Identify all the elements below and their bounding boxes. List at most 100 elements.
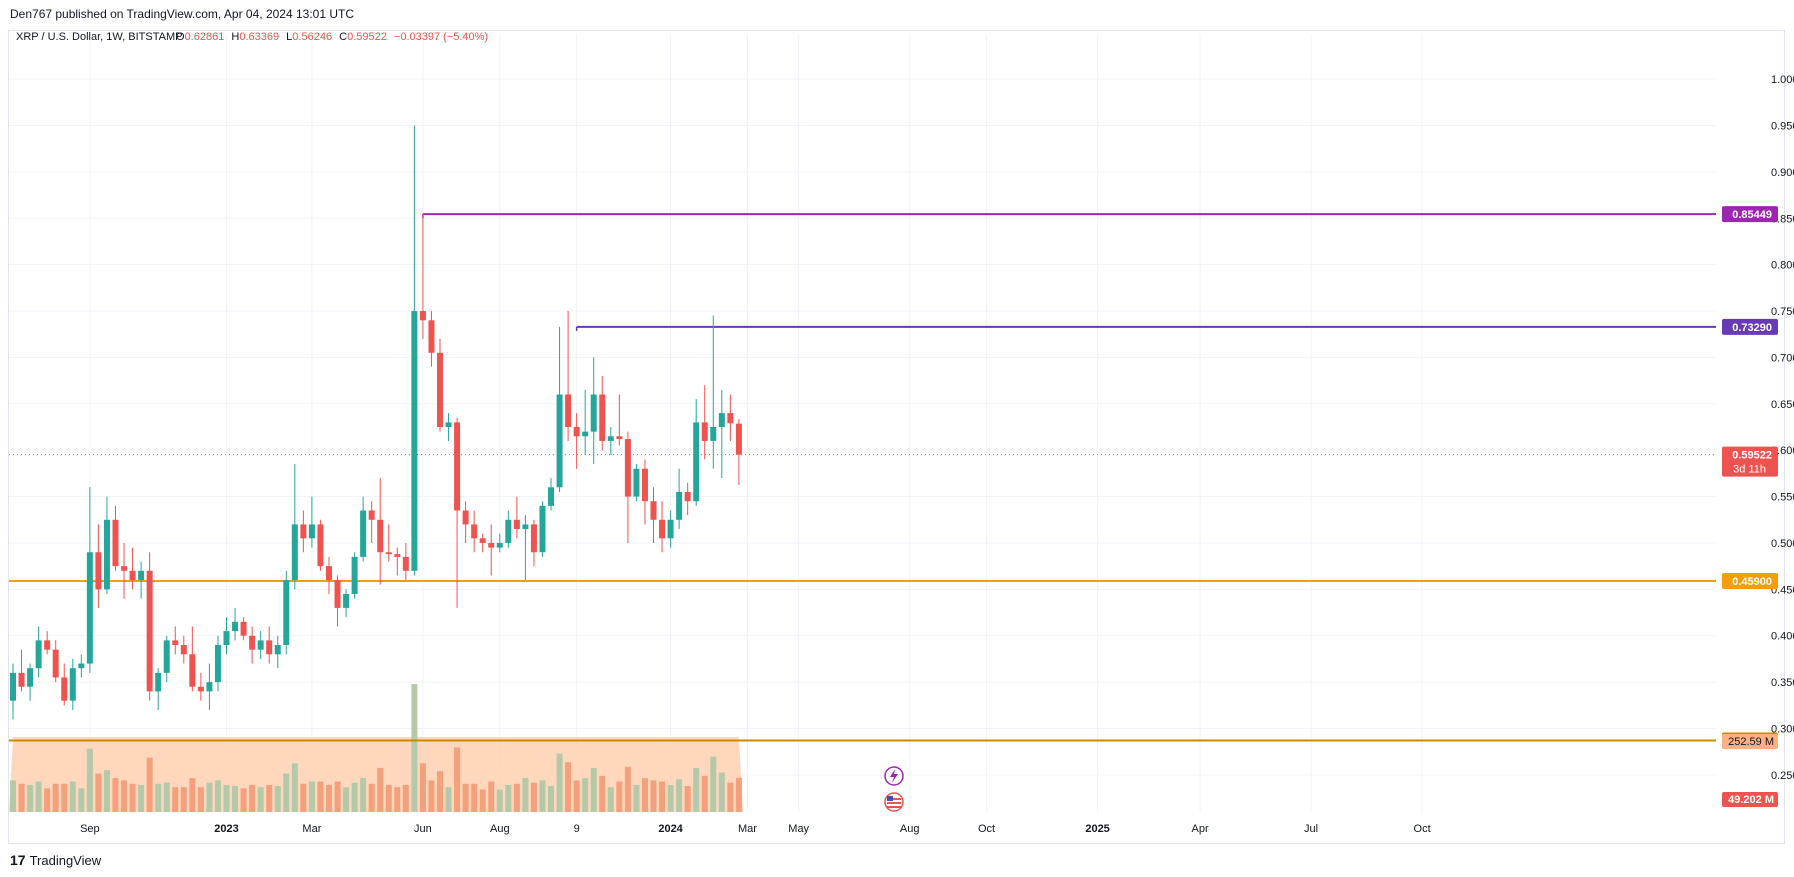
candle-body (10, 672, 16, 701)
time-tick-label: Oct (1414, 823, 1431, 835)
candle-body (360, 510, 367, 557)
volume-label: 49.202 M (1728, 794, 1774, 806)
footer-brand[interactable]: 17 TradingView (10, 852, 101, 868)
volume-bar (530, 782, 537, 812)
candle-body (129, 570, 136, 581)
volume-bar (27, 784, 34, 812)
volume-bar (214, 780, 221, 812)
candle-body (377, 519, 384, 553)
candle-body (701, 422, 708, 441)
candle-body (607, 436, 614, 441)
candle-body (641, 468, 648, 502)
publisher-line: Den767 published on TradingView.com, Apr… (10, 7, 355, 21)
volume-bar (35, 781, 42, 812)
candle-body (223, 631, 230, 646)
volume-bar (582, 778, 589, 812)
candle-body (317, 524, 324, 567)
time-tick-label: 2025 (1085, 823, 1109, 835)
candle-body (351, 556, 358, 594)
legend-low: 0.56246 (292, 31, 332, 43)
candle-body (437, 352, 443, 427)
legend-high: 0.63369 (239, 31, 279, 43)
candle-body (283, 580, 290, 646)
last-price-tag (1722, 446, 1778, 477)
time-tick-label: Mar (738, 823, 757, 835)
flag-us-stripe-2 (887, 802, 901, 804)
legend-open: 0.62861 (185, 31, 225, 43)
candle-body (727, 413, 734, 424)
volume-bar (641, 778, 648, 812)
volume-bar (650, 780, 657, 812)
candle-body (69, 668, 76, 701)
volume-bar (471, 783, 478, 812)
candle-body (266, 640, 273, 655)
candle-body (454, 422, 461, 511)
candle-body (735, 423, 742, 455)
candle-body (44, 640, 51, 650)
volume-bar (257, 787, 264, 812)
legend-c-label: C (339, 31, 347, 43)
tradingview-logo-icon: 17 (10, 852, 26, 868)
volume-bar (343, 787, 350, 812)
volume-bar (360, 778, 367, 812)
level-price-tag (1722, 318, 1778, 335)
volume-bar (325, 784, 332, 812)
volume-bar (462, 783, 469, 812)
candle-body (78, 663, 85, 669)
level-price-tag (1722, 573, 1778, 589)
volume-bar (300, 783, 307, 812)
volume-bar (274, 786, 281, 812)
volume-bar (86, 748, 93, 812)
volume-bar (735, 777, 742, 812)
candle-body (27, 668, 34, 687)
level-price-label: 0.73290 (1732, 322, 1772, 334)
candle-body (325, 566, 332, 581)
flag-us-stripe-3 (887, 806, 901, 808)
volume-bar (676, 779, 683, 812)
candle-body (300, 524, 307, 539)
candle-body (522, 524, 529, 530)
volume-bar (129, 783, 136, 812)
volume-bar (138, 784, 145, 812)
volume-bar (565, 762, 572, 812)
legend: XRP / U.S. Dollar, 1W, BITSTAMP O0.62861… (16, 31, 488, 43)
volume-bar (659, 781, 666, 812)
candle-body (86, 552, 93, 664)
candle-body (539, 505, 546, 553)
candle-body (257, 640, 264, 650)
candle-body (61, 677, 68, 701)
candle-body (616, 436, 623, 440)
candle-body (513, 519, 520, 530)
legend-symbol: XRP / U.S. Dollar, 1W, BITSTAMP (16, 31, 182, 43)
volume-bar (394, 787, 401, 812)
horizontal-levels (9, 213, 1716, 742)
candle-body (163, 640, 170, 673)
volume-bar (590, 767, 597, 812)
legend-o-label: O (176, 31, 185, 43)
candle-body (718, 413, 725, 427)
candle-body (650, 501, 657, 520)
volume-ma-label: 252.59 M (1728, 736, 1774, 748)
price-tick-label: 0.80000 (1771, 260, 1794, 272)
volume-bar (334, 781, 341, 812)
volume-bar (308, 781, 315, 812)
candle-body (172, 640, 179, 646)
candle-body (52, 649, 59, 678)
price-axis: 1.000000.950000.900000.850000.800000.750… (1722, 74, 1794, 807)
candle-body (496, 542, 503, 548)
candle-body (565, 394, 572, 427)
volume-bar (693, 767, 700, 812)
candle-body (121, 566, 128, 571)
price-tick-label: 0.65000 (1771, 399, 1794, 411)
candle-body (95, 552, 102, 590)
candle-body (505, 519, 512, 543)
time-tick-label: Mar (302, 823, 321, 835)
candle-body (180, 645, 187, 655)
volume-bar (377, 767, 384, 812)
price-tick-label: 1.00000 (1771, 74, 1794, 86)
volume-bar (146, 757, 153, 812)
price-tick-label: 0.55000 (1771, 492, 1794, 504)
price-tick-label: 0.40000 (1771, 631, 1794, 643)
candle-body (138, 570, 145, 581)
